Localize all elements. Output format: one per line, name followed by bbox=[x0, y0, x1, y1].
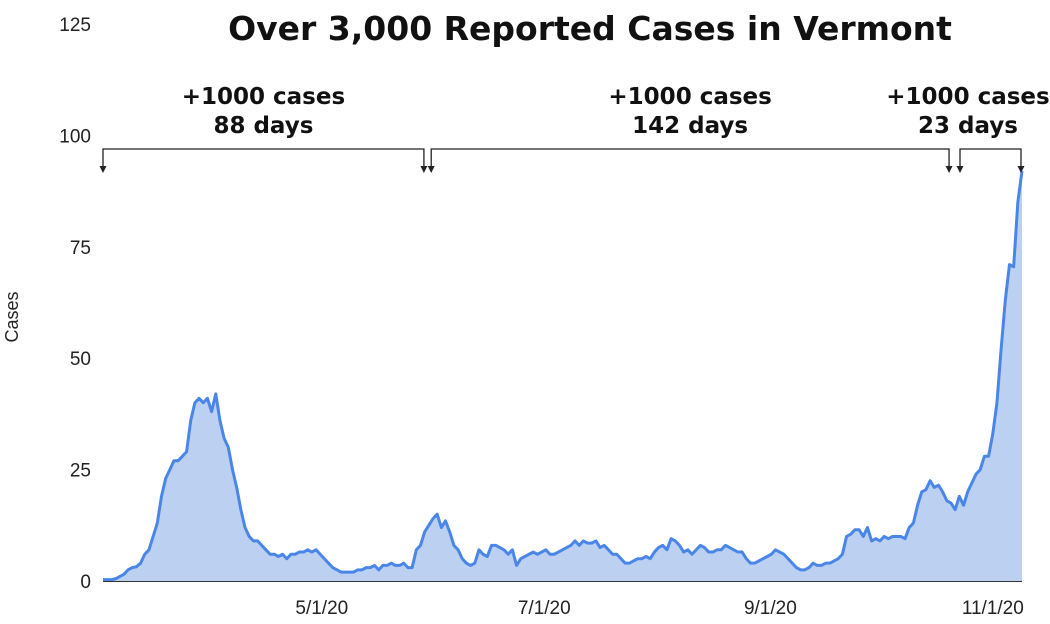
annotation-cases-label: +1000 cases bbox=[182, 84, 345, 110]
y-tick-label: 100 bbox=[59, 126, 91, 147]
cases-area-fill bbox=[103, 171, 1022, 582]
arrow-down-icon bbox=[1017, 166, 1025, 173]
y-tick-label: 125 bbox=[59, 15, 91, 36]
y-axis-ticks: 0 25 50 75 100 125 bbox=[59, 15, 91, 593]
annotation-cases-label: +1000 cases bbox=[886, 84, 1049, 110]
arrow-down-icon bbox=[420, 166, 428, 173]
annotation-bracket: +1000 cases 88 days bbox=[99, 84, 428, 173]
x-axis-ticks: 5/1/20 7/1/20 9/1/20 11/1/20 bbox=[295, 598, 1023, 619]
annotation-bracket: +1000 cases 142 days bbox=[427, 84, 953, 173]
x-tick-label: 7/1/20 bbox=[518, 598, 571, 619]
y-tick-label: 25 bbox=[70, 461, 91, 482]
annotation-cases-label: +1000 cases bbox=[608, 84, 771, 110]
x-tick-label: 11/1/20 bbox=[962, 598, 1024, 619]
annotation-bracket: +1000 cases 23 days bbox=[886, 84, 1050, 173]
x-tick-label: 5/1/20 bbox=[295, 598, 348, 619]
arrow-down-icon bbox=[99, 166, 107, 173]
bracket-line bbox=[959, 148, 1022, 168]
bracket-line bbox=[430, 148, 950, 168]
bracket-line bbox=[102, 148, 425, 168]
cases-line bbox=[103, 170, 1024, 582]
y-tick-label: 75 bbox=[70, 238, 91, 259]
arrow-down-icon bbox=[427, 166, 435, 173]
y-tick-label: 0 bbox=[80, 572, 91, 593]
annotation-days-label: 23 days bbox=[918, 113, 1018, 139]
arrow-down-icon bbox=[956, 166, 964, 173]
annotation-days-label: 142 days bbox=[632, 113, 748, 139]
annotation-days-label: 88 days bbox=[213, 113, 313, 139]
x-tick-label: 9/1/20 bbox=[744, 598, 797, 619]
arrow-down-icon bbox=[945, 166, 953, 173]
y-axis-label: Cases bbox=[2, 291, 22, 342]
chart-title: Over 3,000 Reported Cases in Vermont bbox=[228, 9, 952, 48]
y-tick-label: 50 bbox=[70, 349, 91, 370]
